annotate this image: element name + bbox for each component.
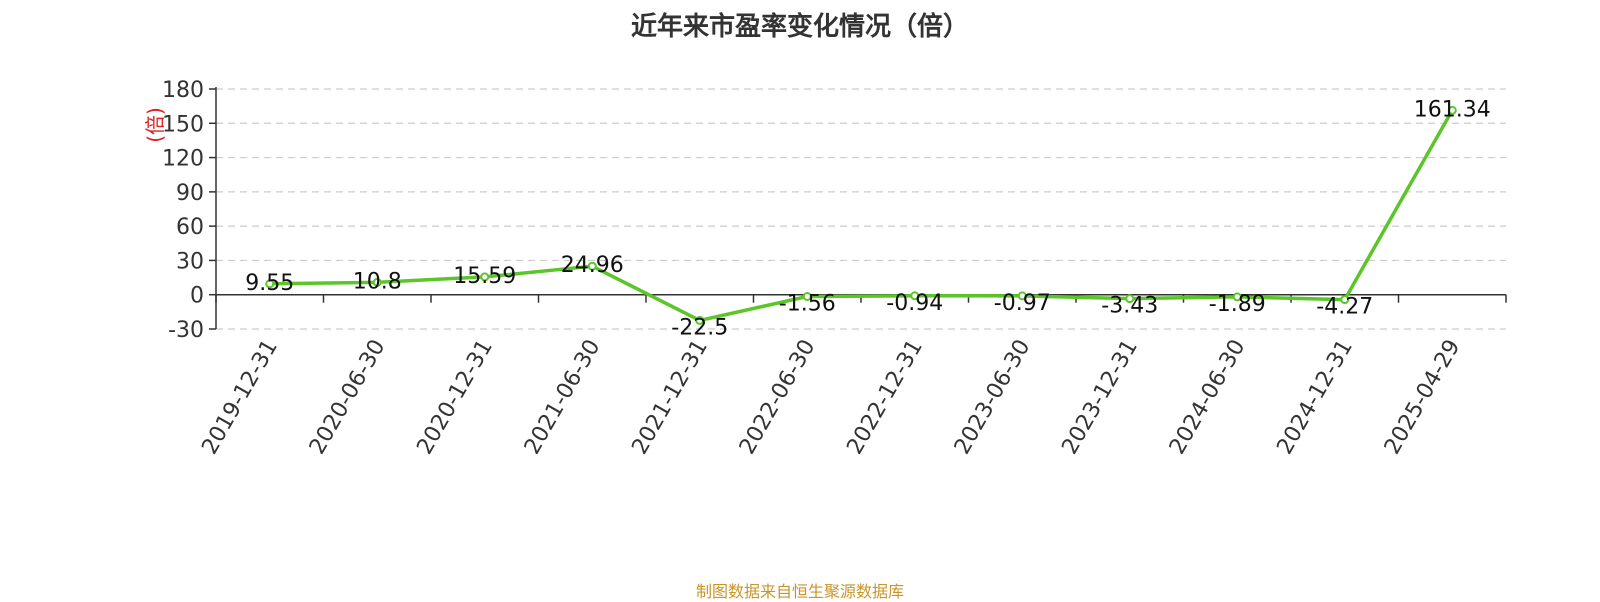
data-point — [1447, 105, 1457, 115]
y-tick-label: 0 — [190, 284, 204, 309]
y-tick-label: 30 — [176, 249, 204, 274]
x-tick-label: 2021-12-31 — [627, 336, 713, 459]
y-tick-label: -30 — [168, 318, 204, 343]
y-tick-label: 120 — [162, 147, 204, 172]
series-line — [268, 108, 1454, 323]
x-tick-label: 2025-04-29 — [1380, 336, 1466, 459]
data-label: 161.34 — [1414, 97, 1491, 122]
data-label: 15.59 — [453, 264, 516, 289]
x-tick-label: 2021-06-30 — [520, 336, 606, 459]
y-tick-label: 90 — [176, 181, 204, 206]
data-point — [587, 261, 597, 271]
data-point — [695, 315, 705, 325]
data-point — [480, 272, 490, 282]
x-tick-label: 2022-12-31 — [842, 336, 928, 459]
data-label: 24.96 — [561, 253, 624, 278]
data-labels: 9.55 10.8 15.59 24.96 -22.5 -1.56 -0.94 -0.97 -3… — [245, 97, 1490, 340]
data-label: -1.56 — [779, 291, 836, 316]
y-tick-label: 150 — [162, 112, 204, 137]
y-tick-label: 60 — [176, 215, 204, 240]
x-tick-label: 2020-06-30 — [305, 336, 391, 459]
data-point — [265, 279, 275, 289]
x-tick-label: 2024-12-31 — [1272, 336, 1358, 459]
data-point — [372, 277, 382, 287]
data-point — [1340, 295, 1350, 305]
chart-title: 近年来市盈率变化情况（倍） — [630, 12, 969, 42]
grid-lines — [216, 88, 1506, 330]
data-label: -0.94 — [886, 291, 943, 316]
data-point — [1017, 291, 1027, 301]
data-point — [1232, 292, 1242, 302]
data-point — [802, 291, 812, 301]
x-tick-label: 2024-06-30 — [1165, 336, 1251, 459]
y-axis-label: (倍) — [143, 107, 167, 143]
data-label: -22.5 — [671, 315, 728, 340]
data-label: -3.43 — [1101, 294, 1158, 319]
data-label: -0.97 — [994, 291, 1051, 316]
data-label: -4.27 — [1316, 295, 1373, 320]
x-tick-label: 2019-12-31 — [197, 336, 283, 459]
data-point — [1125, 294, 1135, 304]
x-tick-label: 2020-12-31 — [412, 336, 498, 459]
data-label: 10.8 — [353, 269, 402, 294]
data-point — [910, 291, 920, 301]
y-tick-label: 180 — [162, 78, 204, 103]
x-tick-label: 2023-06-30 — [950, 336, 1036, 459]
source-note: 制图数据来自恒生聚源数据库 — [695, 582, 904, 601]
x-tick-label: 2022-06-30 — [735, 336, 821, 459]
data-label: -1.89 — [1209, 292, 1266, 317]
axes: -30 0 30 60 90 120 150 180 (倍) 2019-12-31 2020-06-… — [143, 78, 1507, 459]
series — [265, 105, 1457, 325]
data-label: 9.55 — [245, 271, 294, 296]
x-tick-label: 2023-12-31 — [1057, 336, 1143, 459]
